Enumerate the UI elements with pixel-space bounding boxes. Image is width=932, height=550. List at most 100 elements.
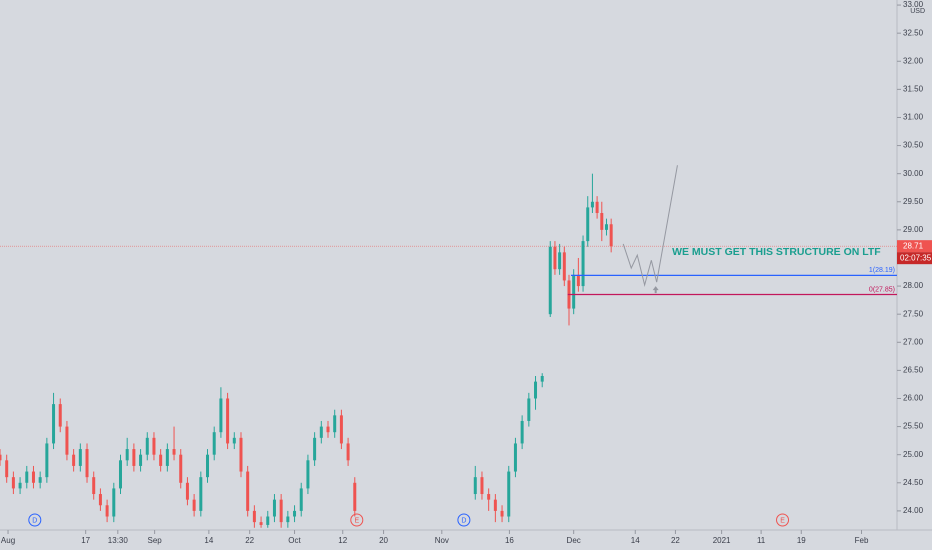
candle-body	[609, 224, 613, 247]
x-tick-label: 19	[797, 536, 806, 545]
candle-body	[11, 477, 15, 489]
candle-body	[165, 449, 169, 466]
candle-body	[212, 432, 216, 455]
event-badge	[350, 513, 364, 527]
event-badge	[28, 513, 42, 527]
event-label: E	[780, 517, 785, 524]
candle-body	[326, 426, 330, 433]
y-tick-label: 28.00	[903, 281, 924, 290]
level-label: 1(28.19)	[869, 267, 895, 274]
countdown-label: 02:07:35	[900, 253, 932, 262]
y-tick-label: 25.00	[903, 450, 924, 459]
candle-body	[199, 477, 203, 511]
candle-body	[259, 522, 263, 525]
candle-body	[534, 381, 538, 399]
y-tick-label: 26.00	[903, 394, 924, 403]
candle-body	[185, 482, 189, 500]
candle-body	[493, 499, 497, 511]
x-tick-label: 17	[81, 536, 90, 545]
candle-body	[125, 449, 129, 461]
candle-body	[52, 404, 56, 444]
x-tick-label: 22	[671, 536, 680, 545]
x-tick-label: 13:30	[108, 536, 129, 545]
candle-body	[92, 477, 96, 495]
candle-body	[562, 252, 566, 281]
candle-body	[590, 201, 594, 208]
annotation: WE MUST GET THIS STRUCTURE ON LTF	[672, 246, 881, 258]
y-tick-label: 32.50	[903, 28, 924, 37]
y-tick-label: 24.00	[903, 506, 924, 515]
y-tick-label: 27.50	[903, 309, 924, 318]
candle-body	[306, 460, 310, 489]
candle-body	[105, 505, 109, 517]
candle-body	[513, 443, 517, 472]
y-tick-label: 26.50	[903, 365, 924, 374]
x-tick-label: 20	[379, 536, 388, 545]
currency-label: USD	[910, 8, 925, 15]
candle-body	[246, 471, 250, 511]
candle-body	[38, 477, 42, 483]
level-label: 0(27.85)	[869, 286, 895, 293]
candle-body	[286, 516, 290, 523]
candle-body	[239, 437, 243, 472]
candle-body	[132, 449, 136, 466]
candle-body	[339, 415, 343, 444]
y-tick-label: 30.50	[903, 141, 924, 150]
candle-body	[507, 471, 511, 517]
last-price-label: 28.71	[903, 241, 924, 250]
event-label: E	[354, 517, 359, 524]
candle-body	[595, 201, 599, 214]
candle-body	[487, 494, 491, 500]
candle-body	[553, 246, 557, 270]
y-tick-label: 33.00	[903, 0, 924, 9]
candle-body	[500, 510, 504, 517]
candle-body	[581, 241, 585, 287]
candle-body	[172, 449, 176, 455]
y-tick-label: 25.50	[903, 422, 924, 431]
candle-body	[179, 454, 183, 483]
candle-body	[319, 426, 323, 438]
candle-body	[45, 443, 49, 478]
candle-body	[159, 454, 163, 466]
candle-body	[65, 426, 69, 455]
event-label: D	[32, 517, 37, 524]
candle-body	[548, 246, 552, 315]
candle-body	[272, 499, 276, 517]
x-tick-label: Sep	[148, 536, 163, 545]
candle-body	[139, 454, 143, 466]
candle-body	[586, 207, 590, 242]
x-tick-label: 2021	[713, 536, 731, 545]
x-tick-label: 22	[245, 536, 254, 545]
candle-body	[5, 460, 9, 478]
candle-body	[18, 482, 22, 489]
candle-body	[473, 477, 477, 495]
y-tick-label: 32.00	[903, 56, 924, 65]
candle-body	[252, 510, 256, 523]
candle-body	[98, 494, 102, 506]
y-tick-label: 31.00	[903, 113, 924, 122]
event-label: D	[461, 517, 466, 524]
candle-body	[226, 398, 230, 444]
candle-body	[353, 482, 357, 511]
last-price-box	[897, 240, 932, 253]
candle-body	[78, 449, 82, 466]
candle-body	[219, 398, 223, 433]
candle-body	[192, 499, 196, 511]
projection-path	[622, 165, 678, 287]
candle-body	[480, 477, 484, 495]
candle-body	[152, 437, 156, 455]
candle-body	[600, 213, 604, 230]
event-badge	[457, 513, 471, 527]
x-tick-label: Nov	[435, 536, 449, 545]
x-tick-label: Aug	[1, 536, 15, 545]
x-tick-label: 14	[204, 536, 213, 545]
x-tick-label: Dec	[567, 536, 581, 545]
y-tick-label: 31.50	[903, 84, 924, 93]
x-tick-label: 12	[338, 536, 347, 545]
candle-body	[25, 471, 29, 483]
candle-body	[85, 449, 89, 478]
candle-body	[299, 488, 303, 511]
arrow-icon	[652, 286, 659, 294]
